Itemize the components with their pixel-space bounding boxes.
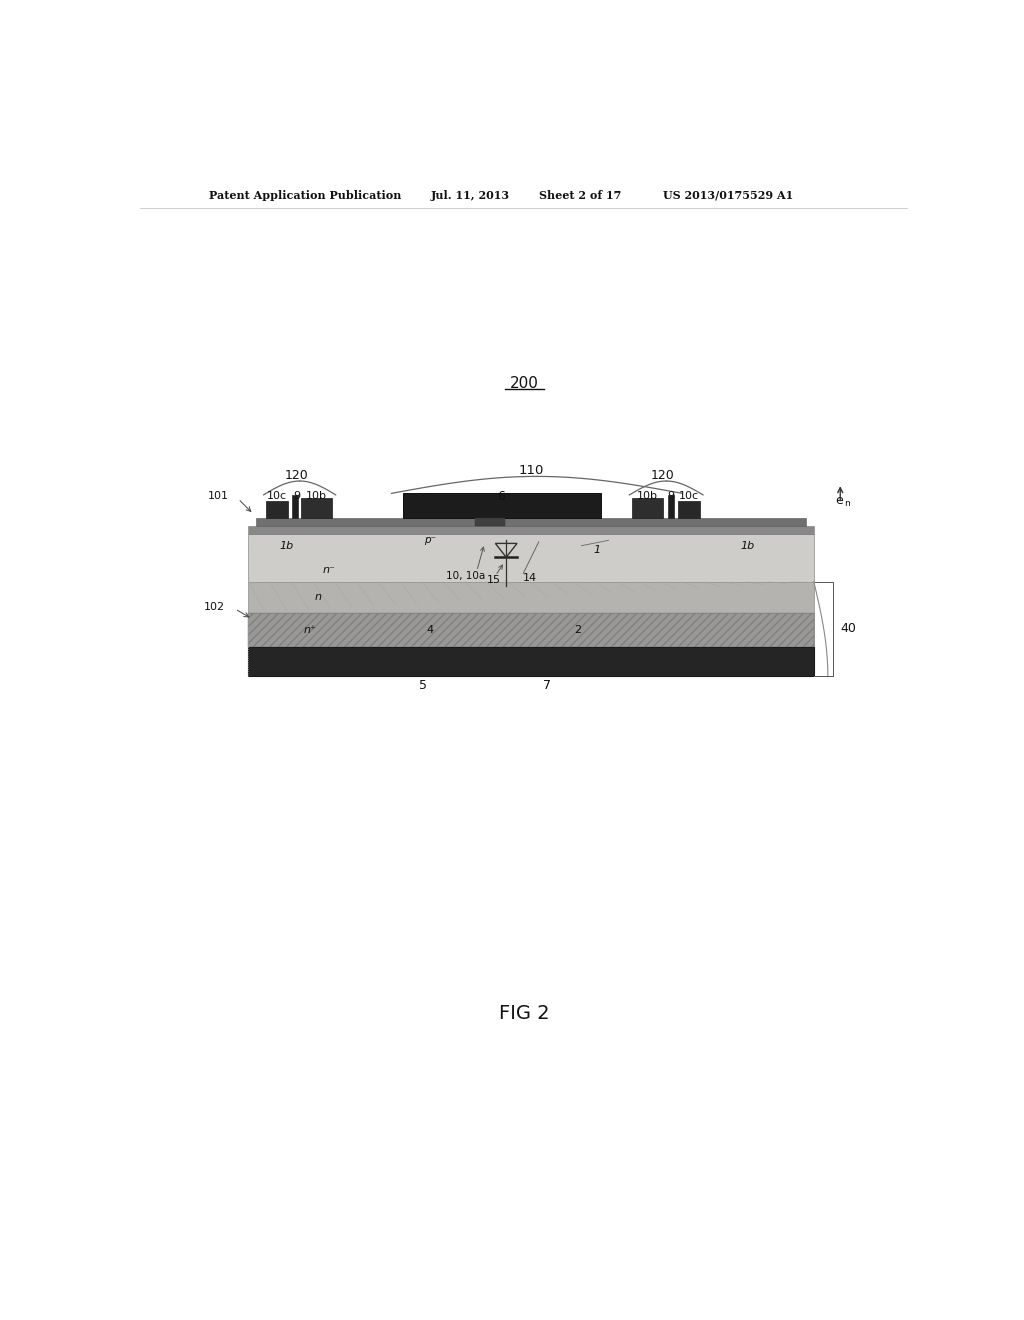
Bar — [248, 612, 814, 647]
Text: n⁻: n⁻ — [323, 565, 336, 574]
Text: FIG 2: FIG 2 — [500, 1003, 550, 1023]
Text: 1b: 1b — [741, 541, 755, 550]
Text: 9: 9 — [668, 491, 675, 502]
Bar — [248, 535, 814, 582]
Bar — [292, 495, 298, 517]
Text: 4: 4 — [427, 626, 434, 635]
Text: 110: 110 — [518, 463, 544, 477]
Text: 10c: 10c — [679, 491, 699, 502]
Text: 9: 9 — [293, 491, 300, 502]
Bar — [669, 495, 674, 517]
Text: n: n — [844, 499, 850, 508]
Text: 1: 1 — [593, 545, 600, 554]
Text: 10c: 10c — [266, 491, 287, 502]
Bar — [301, 498, 332, 517]
Text: 10, 10a: 10, 10a — [445, 570, 484, 581]
Bar — [266, 502, 288, 517]
Text: 1b: 1b — [280, 541, 294, 550]
Text: 102: 102 — [204, 602, 225, 611]
Text: 7: 7 — [543, 678, 551, 692]
Text: n⁺: n⁺ — [304, 626, 316, 635]
Text: Jul. 11, 2013: Jul. 11, 2013 — [430, 190, 509, 201]
Bar — [678, 502, 700, 517]
Text: Sheet 2 of 17: Sheet 2 of 17 — [539, 190, 622, 201]
Text: 10b: 10b — [637, 491, 657, 502]
Bar — [632, 498, 663, 517]
Text: 120: 120 — [651, 469, 675, 482]
Text: 15: 15 — [486, 576, 501, 585]
Bar — [403, 494, 601, 517]
Bar — [256, 517, 806, 527]
Text: 40: 40 — [841, 622, 857, 635]
Text: 5: 5 — [419, 678, 427, 692]
Text: n: n — [314, 593, 322, 602]
Text: 120: 120 — [285, 469, 309, 482]
Text: 200: 200 — [510, 376, 540, 391]
Text: 6: 6 — [498, 490, 506, 503]
Bar — [248, 527, 814, 535]
Text: 101: 101 — [208, 491, 228, 502]
Text: Patent Application Publication: Patent Application Publication — [209, 190, 401, 201]
Bar — [248, 612, 814, 647]
Text: p⁻: p⁻ — [424, 536, 436, 545]
Bar — [248, 582, 814, 612]
Text: 14: 14 — [522, 573, 537, 583]
Bar — [248, 647, 814, 676]
Text: 10b: 10b — [306, 491, 327, 502]
Text: 2: 2 — [573, 626, 581, 635]
Text: e: e — [835, 494, 843, 507]
Bar — [475, 517, 505, 525]
Text: US 2013/0175529 A1: US 2013/0175529 A1 — [663, 190, 793, 201]
